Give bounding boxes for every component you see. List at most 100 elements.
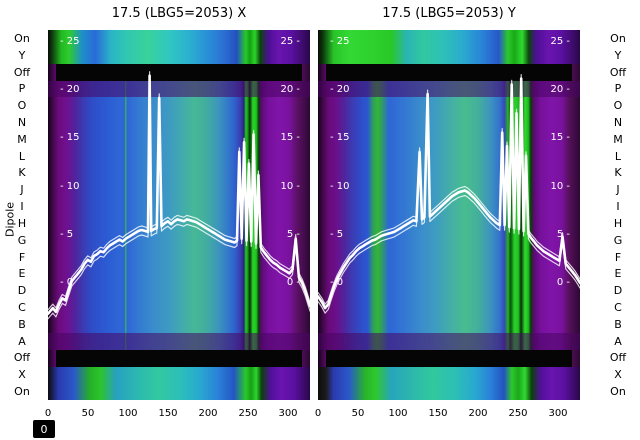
row-label: N [613, 116, 623, 129]
inner-tick-label: 15 - [280, 132, 300, 144]
row-label: E [614, 267, 622, 281]
row-label: Off [609, 351, 627, 365]
row-label: Y [18, 48, 26, 62]
row-label: D [17, 284, 27, 298]
row-label: M [613, 132, 623, 146]
row-label: H [17, 216, 27, 230]
off-band-top [56, 63, 302, 81]
x-ticks-left-plot: 0 50 100 150 200 250 300 [44, 408, 318, 422]
x-tick-label: 200 [198, 408, 218, 419]
inner-tick-label: - 5 [60, 228, 74, 240]
inner-tick-label: 10 - [550, 180, 570, 192]
row-label: C [614, 301, 622, 314]
row-label: B [18, 317, 26, 331]
row-label: A [18, 334, 26, 348]
row-label: X [18, 368, 26, 382]
row-label: L [18, 149, 26, 163]
inner-tick-label: - 20 [60, 84, 80, 96]
frame-index-badge: 0 [33, 420, 55, 438]
heatmap-panel-y: - 25 - 20 - 15 - 10 - 5 - 0 25 - 20 - 15 - 10 - 5… [318, 30, 580, 400]
orbit-trace [48, 71, 310, 320]
row-labels-right: On Y Off P O N M L K J I H G F E D C B A Off X On [598, 30, 638, 400]
plot-title-y: 17.5 (LBG5=2053) Y [382, 6, 516, 21]
row-label: Off [609, 65, 627, 79]
row-label: C [18, 301, 26, 314]
row-label: Off [13, 351, 31, 365]
x-tick-label: 250 [238, 408, 258, 419]
row-label: B [614, 317, 622, 331]
heatmap-bottom-rows [318, 366, 580, 400]
row-label: On [610, 385, 626, 399]
frame-index-value: 0 [40, 422, 48, 436]
off-band-top [326, 63, 572, 81]
row-label: E [18, 267, 26, 281]
x-ticks-right-plot: 0 50 100 150 200 250 300 [314, 408, 588, 422]
inner-tick-label: 0 - [556, 277, 570, 288]
x-tick-label: 300 [548, 408, 568, 419]
x-tick-label: 100 [388, 408, 408, 419]
row-label: X [614, 368, 622, 382]
x-tick-label: 0 [44, 408, 52, 419]
off-band-bottom [326, 349, 572, 367]
inner-tick-label: - 25 [60, 36, 80, 47]
inner-tick-label: 10 - [280, 180, 300, 192]
inner-tick-label: - 15 [60, 132, 80, 144]
row-label: P [18, 82, 26, 96]
x-tick-label: 100 [118, 408, 138, 419]
row-label: I [616, 200, 620, 214]
inner-tick-label: 0 - [286, 277, 300, 288]
row-shade [48, 332, 310, 350]
x-tick-label: 50 [81, 408, 95, 419]
row-label: G [613, 233, 623, 247]
heatmap-top-rows [318, 30, 580, 64]
orbit-trace [318, 73, 580, 314]
inner-tick-label: - 20 [330, 84, 350, 96]
x-tick-label: 200 [468, 408, 488, 419]
row-label: A [614, 334, 622, 348]
off-band-bottom [56, 349, 302, 367]
x-tick-label: 250 [508, 408, 528, 419]
inner-tick-label: - 15 [330, 132, 350, 144]
inner-tick-label: - 10 [330, 180, 350, 192]
row-label: Y [614, 48, 622, 62]
row-label: J [20, 183, 24, 197]
row-labels-left: On Y Off P O N M L K J I H G F E D C B A Off X On [2, 30, 42, 400]
row-label: On [14, 385, 30, 399]
x-tick-label: 50 [351, 408, 365, 419]
inner-tick-label: 25 - [550, 36, 570, 47]
row-label: On [610, 31, 626, 45]
row-shade [318, 80, 580, 98]
inner-tick-label: 20 - [550, 84, 570, 96]
inner-tick-label: 20 - [280, 84, 300, 96]
row-label: F [18, 250, 26, 264]
inner-tick-label: - 5 [330, 228, 344, 240]
inner-tick-label: - 0 [330, 277, 344, 288]
row-label: On [14, 31, 30, 45]
row-label: N [17, 116, 27, 129]
inner-tick-label: - 25 [330, 36, 350, 47]
row-label: F [614, 250, 622, 264]
row-label: O [613, 99, 623, 113]
row-label: J [616, 183, 620, 197]
row-label: G [17, 233, 27, 247]
inner-tick-label: 25 - [280, 36, 300, 47]
plot-title-x: 17.5 (LBG5=2053) X [111, 6, 247, 21]
heatmap-top-rows [48, 30, 310, 64]
x-tick-label: 150 [158, 408, 178, 419]
row-label: K [614, 166, 622, 180]
row-label: O [17, 99, 27, 113]
heatmap-bottom-rows [48, 366, 310, 400]
row-label: Off [13, 65, 31, 79]
x-tick-label: 150 [428, 408, 448, 419]
heatmap-panel-x: - 25- 20- 15- 10- 5- 0 25 -20 -15 -10 -5… [48, 30, 310, 400]
inner-tick-label: 5 - [556, 228, 570, 240]
row-label: D [613, 284, 623, 298]
inner-tick-label: 15 - [550, 132, 570, 144]
inner-tick-label: 5 - [286, 228, 300, 240]
row-label: I [20, 200, 24, 214]
x-tick-label: 0 [314, 408, 322, 419]
row-label: H [613, 216, 623, 230]
row-shade [48, 80, 310, 98]
row-label: K [18, 166, 26, 180]
